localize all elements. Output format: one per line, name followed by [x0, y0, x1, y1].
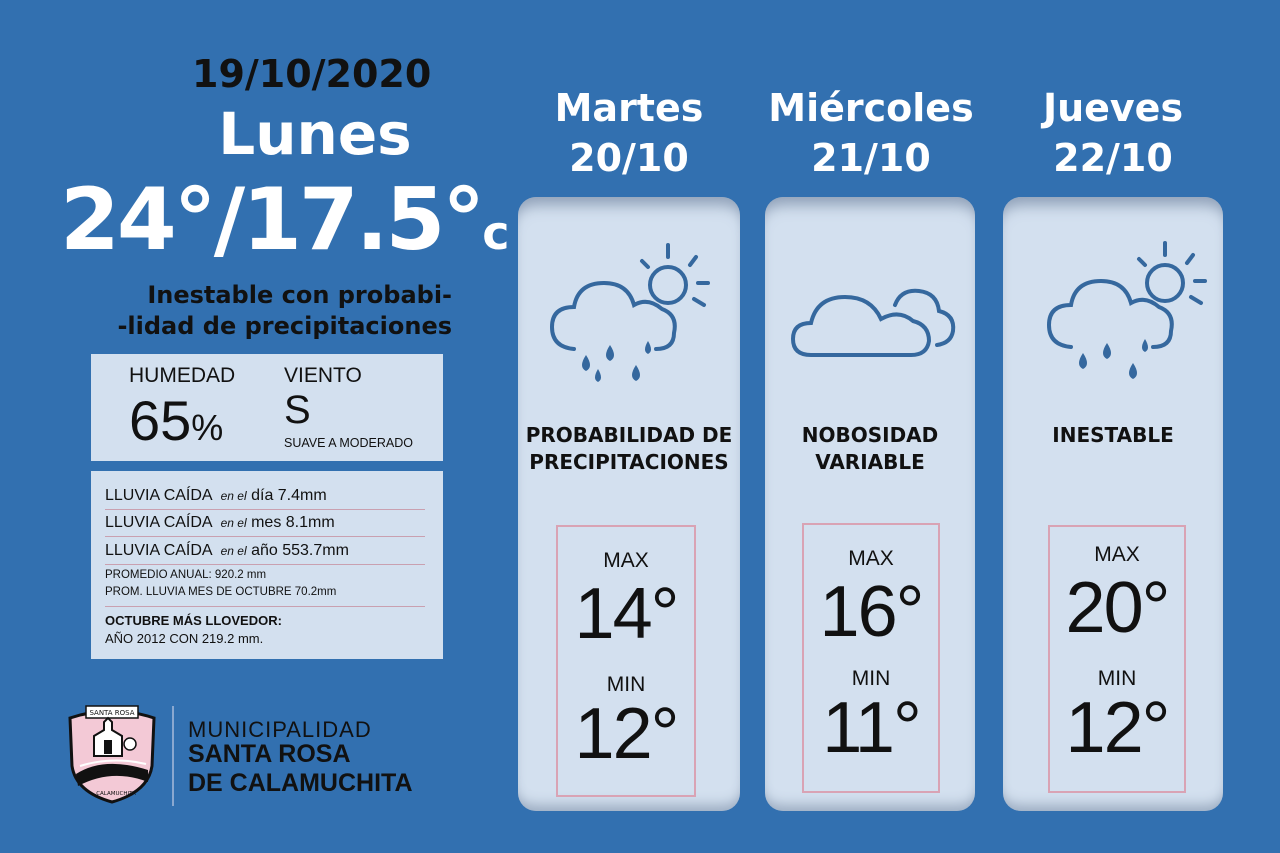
- humidity-value: 65: [129, 389, 192, 452]
- forecast-condition-line-1: INESTABLE: [1052, 423, 1174, 447]
- municipality-seal-logo: SANTA ROSA CALAMUCHITA: [68, 705, 156, 804]
- min-temperature: 12°: [574, 694, 680, 774]
- rain-year-qualifier: en el: [220, 544, 247, 558]
- brand-line-2: SANTA ROSA: [188, 740, 351, 768]
- min-label: MIN: [606, 673, 646, 696]
- wind-description: SUAVE A MODERADO: [284, 436, 413, 450]
- cloud-rain-sun-icon: [549, 243, 710, 382]
- forecast-day-name: Martes: [554, 86, 704, 130]
- brand-divider: [172, 706, 174, 806]
- forecast-card-1: NOBOSIDAD VARIABLE MAX 16° MIN 11°: [765, 197, 975, 811]
- forecast-condition-line-2: VARIABLE: [815, 450, 925, 474]
- max-temperature: 16°: [819, 572, 925, 652]
- forecast-day-date: 20/10: [569, 136, 689, 180]
- brand-name: SANTA ROSA DE CALAMUCHITA: [188, 740, 413, 798]
- max-label: MAX: [603, 549, 649, 572]
- cloud-icon: [790, 288, 956, 357]
- rain-month-label: LLUVIA CAÍDA: [105, 514, 212, 531]
- forecast-condition-line-1: PROBABILIDAD DE: [525, 423, 733, 447]
- temp-unit: c: [482, 206, 510, 260]
- forecast-day-2-header: Jueves 22/10: [1003, 83, 1223, 183]
- rain-year-label: LLUVIA CAÍDA: [105, 542, 212, 559]
- october-average: PROM. LLUVIA MES DE OCTUBRE 70.2mm: [105, 586, 337, 598]
- rain-day-row: LLUVIA CAÍDA en el día 7.4mm: [105, 487, 425, 505]
- current-description: Inestable con probabi- -lidad de precipi…: [62, 280, 452, 342]
- temp-high: 24°: [60, 170, 217, 270]
- max-label: MAX: [848, 547, 894, 570]
- forecast-temp-box: MAX 20° MIN 12°: [1048, 525, 1186, 793]
- forecast-card-2: INESTABLE MAX 20° MIN 12°: [1003, 197, 1223, 811]
- forecast-condition-line-1: NOBOSIDAD: [801, 423, 939, 447]
- forecast-day-date: 21/10: [811, 136, 931, 180]
- forecast-temp-box: MAX 16° MIN 11°: [802, 523, 940, 793]
- rain-year-row: LLUVIA CAÍDA en el año 553.7mm: [105, 542, 425, 560]
- description-line-2: -lidad de precipitaciones: [117, 312, 452, 340]
- humidity-value-group: 65%: [129, 388, 223, 453]
- max-temperature: 14°: [574, 574, 680, 654]
- min-label: MIN: [1097, 667, 1137, 690]
- temp-low: /17.5°: [213, 170, 486, 270]
- current-date: 19/10/2020: [192, 52, 432, 96]
- divider: [105, 606, 425, 607]
- humidity-label: HUMEDAD: [129, 364, 236, 387]
- wind-label: VIENTO: [284, 364, 362, 387]
- rain-year-value: año 553.7mm: [251, 542, 349, 559]
- forecast-condition-line-2: PRECIPITACIONES: [529, 450, 729, 474]
- brand-line-3: DE CALAMUCHITA: [188, 769, 413, 797]
- forecast-day-0-header: Martes 20/10: [518, 83, 740, 183]
- seal-bottom-text: CALAMUCHITA: [96, 791, 136, 797]
- rain-day-label: LLUVIA CAÍDA: [105, 487, 212, 504]
- rain-month-row: LLUVIA CAÍDA en el mes 8.1mm: [105, 514, 425, 532]
- description-line-1: Inestable con probabi-: [147, 281, 452, 309]
- divider: [105, 536, 425, 537]
- divider: [105, 509, 425, 510]
- forecast-condition: INESTABLE: [1003, 422, 1223, 449]
- min-label: MIN: [851, 667, 891, 690]
- cloud-rain-sun-icon: [1046, 241, 1207, 379]
- min-temperature: 11°: [822, 688, 922, 768]
- divider: [105, 564, 425, 565]
- rainfall-panel: LLUVIA CAÍDA en el día 7.4mm LLUVIA CAÍD…: [91, 471, 443, 659]
- forecast-day-name: Jueves: [1042, 86, 1184, 130]
- rainiest-october-title: OCTUBRE MÁS LLOVEDOR:: [105, 613, 282, 628]
- forecast-condition: PROBABILIDAD DE PRECIPITACIONES: [518, 422, 740, 476]
- forecast-temp-box: MAX 14° MIN 12°: [556, 525, 696, 797]
- seal-top-text: SANTA ROSA: [89, 709, 134, 717]
- rain-month-value: mes 8.1mm: [251, 514, 335, 531]
- wind-direction: S: [284, 388, 311, 432]
- current-day: Lunes: [218, 100, 412, 168]
- annual-average: PROMEDIO ANUAL: 920.2 mm: [105, 569, 267, 581]
- max-temperature: 20°: [1065, 568, 1171, 648]
- humidity-unit: %: [191, 407, 224, 448]
- humidity-wind-panel: HUMEDAD 65% VIENTO S SUAVE A MODERADO: [91, 354, 443, 461]
- forecast-day-date: 22/10: [1053, 136, 1173, 180]
- rain-day-value: día 7.4mm: [251, 487, 327, 504]
- forecast-day-1-header: Miércoles 21/10: [745, 83, 997, 183]
- forecast-condition: NOBOSIDAD VARIABLE: [765, 422, 975, 476]
- max-label: MAX: [1094, 543, 1140, 566]
- min-temperature: 12°: [1065, 688, 1171, 768]
- brand-line-1: MUNICIPALIDAD: [188, 717, 372, 742]
- forecast-card-0: PROBABILIDAD DE PRECIPITACIONES MAX 14° …: [518, 197, 740, 811]
- current-temperature: 24°/17.5°c: [60, 170, 510, 270]
- rain-day-qualifier: en el: [220, 489, 247, 503]
- rainiest-october-value: AÑO 2012 CON 219.2 mm.: [105, 631, 264, 646]
- rain-month-qualifier: en el: [220, 516, 247, 530]
- forecast-day-name: Miércoles: [768, 86, 974, 130]
